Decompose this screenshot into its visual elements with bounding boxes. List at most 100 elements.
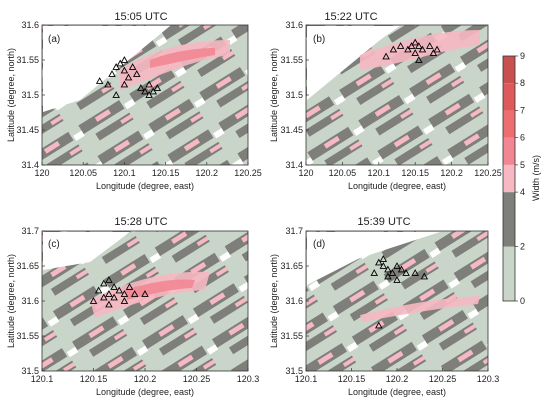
colorbar-tick-label: 9 — [520, 51, 525, 61]
colorbar-tick-label: 5 — [520, 160, 525, 170]
lightning-marker — [100, 293, 108, 301]
lightning-marker — [384, 265, 392, 273]
panel-a-peak-width-band — [150, 48, 215, 68]
lightning-marker — [402, 269, 410, 276]
panel-a-xticks: 120 120.05 120.1 120.15 120.2 120.25 — [34, 162, 262, 178]
colorbar-swatches — [503, 56, 515, 301]
x-tick-label: 120.2 — [386, 374, 409, 384]
x-tick-label: 120.25 — [183, 374, 211, 384]
lightning-marker — [105, 290, 113, 297]
y-tick-label: 31.45 — [280, 125, 303, 135]
y-tick-label: 31.7 — [285, 226, 303, 236]
lightning-marker — [108, 70, 116, 77]
colorbar-label: Width (m/s) — [531, 155, 541, 201]
panel-c-xlabel: Longitude (degree, east) — [96, 387, 194, 397]
y-tick-label: 31.55 — [16, 331, 39, 341]
panel-a: 15:05 UTC (a) 120 120.05 120.1 120.15 120.2 1… — [6, 11, 262, 191]
lightning-marker — [112, 91, 120, 98]
panel-d-markers — [370, 255, 429, 329]
lightning-marker — [94, 286, 103, 294]
lightning-marker — [128, 63, 137, 70]
lightning-marker — [382, 52, 390, 60]
panel-c-ylabel: Latitude (degree, north) — [6, 254, 16, 348]
lightning-marker — [100, 279, 108, 287]
lightning-marker — [120, 297, 129, 304]
lightning-marker — [420, 272, 429, 280]
y-tick-label: 31.6 — [285, 20, 303, 30]
panel-b-markers — [382, 38, 441, 63]
lightning-marker — [433, 45, 441, 53]
x-tick-label: 120 — [34, 168, 49, 178]
x-tick-label: 120 — [298, 168, 313, 178]
y-tick-label: 31.5 — [285, 90, 303, 100]
x-tick-label: 120.2 — [440, 168, 463, 178]
lightning-marker — [411, 49, 419, 56]
x-tick-label: 120.15 — [338, 374, 366, 384]
lightning-marker — [370, 269, 379, 276]
colorbar-swatch — [503, 56, 515, 84]
x-tick-label: 120.1 — [295, 374, 318, 384]
panel-d-xticks: 120.1 120.15 120.2 120.25 120.3 — [295, 368, 499, 384]
panel-c-title: 15:28 UTC — [114, 216, 167, 228]
panel-d-label: (d) — [313, 239, 325, 250]
colorbar: 0 2 4 5 6 7 8 9 Width (m/s) — [502, 51, 541, 306]
lightning-marker — [137, 84, 145, 91]
y-tick-label: 31.65 — [16, 261, 39, 271]
colorbar-tick-label: 6 — [520, 133, 525, 143]
panel-b-label: (b) — [313, 34, 325, 45]
panel-b: 15:22 UTC (b) 120 120.05 120.1 120.15 120.2 1… — [269, 11, 502, 191]
lightning-marker — [120, 66, 129, 74]
x-tick-label: 120.1 — [368, 168, 391, 178]
panel-b-xticks: 120 120.05 120.1 120.15 120.2 120.25 — [298, 162, 502, 178]
panel-a-yticks: 31.4 31.45 31.5 31.55 31.6 — [16, 20, 45, 170]
y-tick-label: 31.6 — [21, 296, 39, 306]
panel-c-markers — [89, 276, 149, 308]
lightning-marker — [153, 84, 162, 91]
x-tick-label: 120.05 — [69, 168, 97, 178]
lightning-marker — [145, 91, 153, 98]
lightning-marker — [115, 286, 124, 294]
y-tick-label: 31.5 — [21, 90, 39, 100]
colorbar-frame — [502, 55, 516, 302]
panel-a-ylabel: Latitude (degree, north) — [6, 48, 16, 142]
lightning-marker — [411, 38, 419, 46]
lightning-marker — [418, 45, 427, 53]
panel-a-markers — [95, 56, 162, 98]
panel-c: 15:28 UTC (c) 120.1 120.15 120.2 120.25 120.… — [6, 216, 259, 397]
colorbar-swatch — [503, 192, 515, 247]
panel-b-xlabel: Longitude (degree, east) — [348, 181, 446, 191]
panel-d-high-width-band — [360, 296, 480, 322]
y-tick-label: 31.6 — [21, 20, 39, 30]
lightning-marker — [375, 321, 383, 329]
lightning-marker — [145, 80, 153, 88]
lightning-marker — [120, 56, 129, 63]
lightning-marker — [110, 283, 118, 290]
lightning-marker — [375, 258, 383, 266]
colorbar-tick-label: 7 — [520, 105, 525, 115]
lightning-marker — [141, 290, 149, 297]
panel-b-ylabel: Latitude (degree, north) — [269, 48, 279, 142]
colorbar-ticks: 0 2 4 5 6 7 8 9 — [515, 51, 525, 306]
y-tick-label: 31.6 — [285, 296, 303, 306]
x-tick-label: 120.2 — [196, 168, 219, 178]
lightning-marker — [124, 73, 133, 81]
x-tick-label: 120.25 — [234, 168, 262, 178]
colorbar-swatch — [503, 246, 515, 301]
lightning-marker — [404, 45, 412, 53]
lightning-marker — [411, 269, 419, 276]
panel-c-no-data-region — [43, 232, 130, 270]
lightning-marker — [396, 42, 405, 49]
panel-b-title: 15:22 UTC — [324, 11, 377, 23]
y-tick-label: 31.65 — [280, 261, 303, 271]
lightning-marker — [105, 276, 113, 283]
lightning-marker — [120, 80, 129, 88]
y-tick-label: 31.45 — [16, 125, 39, 135]
lightning-marker — [393, 262, 401, 269]
x-tick-label: 120.25 — [429, 374, 457, 384]
lightning-marker — [397, 265, 406, 273]
lightning-marker — [141, 87, 149, 95]
y-tick-label: 31.4 — [285, 160, 303, 170]
colorbar-tick-label: 0 — [520, 296, 525, 306]
panel-d-title: 15:39 UTC — [357, 216, 410, 228]
y-tick-label: 31.7 — [21, 226, 39, 236]
